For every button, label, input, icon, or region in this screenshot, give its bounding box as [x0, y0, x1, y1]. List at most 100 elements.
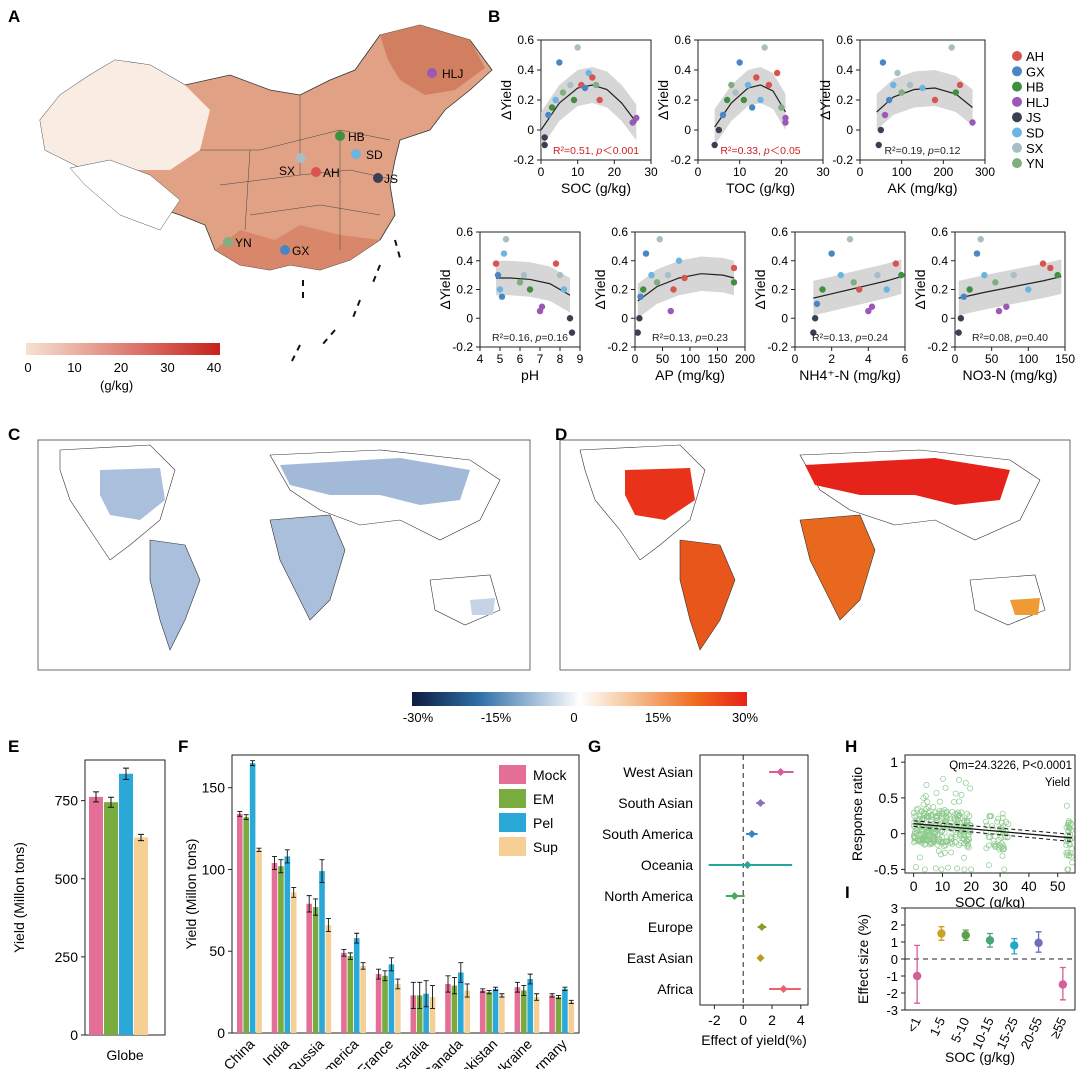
x-tick-label: 10-15 — [969, 1015, 997, 1051]
y-tick-label: 1 — [890, 754, 898, 770]
scatter-point-ah — [596, 96, 603, 104]
error-bar — [347, 952, 353, 960]
scatter-point-js — [877, 126, 885, 134]
scatter-point-sx — [977, 235, 984, 243]
error-bar — [410, 981, 416, 1009]
response-point — [992, 842, 999, 849]
y-axis-label: Yield (Millon tons) — [183, 839, 199, 950]
legend-label-yn: YN — [1026, 156, 1044, 171]
response-point — [934, 813, 941, 820]
x-tick-label: 0 — [739, 1012, 747, 1028]
error-bar — [237, 810, 243, 817]
scatter-point-ah — [492, 260, 500, 267]
scatter-point-ah — [681, 274, 688, 282]
response-point — [992, 833, 999, 840]
effect-point — [1058, 980, 1068, 989]
stat-p: p — [927, 145, 934, 157]
error-bar — [306, 895, 312, 913]
stat-p: p — [595, 145, 602, 157]
x-tick-label: 4 — [797, 1012, 805, 1028]
response-point — [911, 834, 918, 840]
scatter-point-hb — [640, 286, 647, 293]
y-tick-label: 0.5 — [879, 790, 899, 806]
x-axis-label: pH — [521, 367, 539, 383]
y-tick-label: 0.2 — [611, 283, 628, 297]
y-tick-label: 0.6 — [456, 225, 473, 239]
scatter-point-ah — [589, 74, 596, 81]
y-tick-label: 0.6 — [611, 225, 628, 239]
scatter-point-sx — [574, 44, 581, 51]
error-bar — [464, 983, 470, 998]
province-point-yn — [223, 237, 233, 247]
response-point — [955, 812, 962, 819]
effect-point — [730, 892, 739, 900]
row-label: Europe — [648, 919, 693, 935]
x-tick-label: 1-5 — [927, 1015, 949, 1038]
x-tick-label: 2 — [828, 352, 835, 366]
response-point — [954, 865, 961, 872]
y-axis-label: ΔYield — [437, 270, 453, 310]
error-bar — [313, 898, 319, 916]
bar-pel — [388, 964, 395, 1033]
y-tick-label: 0.2 — [771, 283, 788, 297]
y-tick-label: 250 — [55, 949, 79, 965]
scatter-point-hlj — [667, 307, 674, 315]
bar-mock — [89, 796, 103, 1035]
stat-p: p — [535, 332, 542, 344]
x-tick-label: 15-25 — [993, 1015, 1021, 1051]
x-tick-label: 20-55 — [1018, 1015, 1046, 1051]
response-point — [985, 842, 992, 849]
response-point — [913, 812, 920, 819]
legend-marker-yn — [1012, 158, 1022, 169]
x-tick-label: 30 — [816, 165, 830, 179]
scatter-point-js — [636, 315, 643, 322]
legend-label-ah: AH — [1026, 49, 1044, 64]
response-point — [952, 810, 959, 817]
stat-p-value: =0.24 — [861, 332, 888, 344]
error-bar — [423, 980, 429, 1008]
scatter-point-ah — [931, 96, 939, 104]
panel-label-b: B — [488, 7, 500, 26]
response-point — [1001, 845, 1008, 852]
stat-r2: R²=0.13, — [812, 332, 855, 344]
response-point — [954, 820, 961, 827]
error-bar — [486, 990, 492, 995]
confidence-band — [637, 256, 734, 319]
response-point — [948, 839, 955, 846]
scatter-point-sd — [919, 84, 926, 92]
error-bar — [451, 976, 457, 995]
map-c-south-america — [149, 539, 201, 651]
bar-em — [555, 997, 562, 1033]
stat-annotation: Qm=24.3226, P<0.0001 — [949, 760, 1072, 772]
scatter-point-ah — [670, 286, 677, 293]
bar-sup — [568, 1001, 575, 1033]
y-axis-label: ΔYield — [655, 80, 671, 120]
response-point — [999, 852, 1006, 859]
response-point — [938, 866, 945, 873]
response-point — [985, 834, 992, 840]
fit-curve — [637, 273, 735, 302]
y-tick-label: -0.5 — [874, 861, 898, 877]
response-point — [1068, 845, 1075, 852]
error-bar — [527, 973, 533, 985]
bar-pel — [249, 763, 256, 1033]
response-point — [956, 842, 962, 849]
scatter-point-js — [957, 315, 965, 322]
scatter-point-sd — [837, 271, 845, 279]
scatter-point-ah — [892, 260, 900, 267]
response-point — [916, 838, 923, 845]
y-tick-label: 0.2 — [517, 93, 534, 107]
bar-em — [416, 995, 423, 1033]
stat-r2: R²=0.08, — [972, 332, 1015, 344]
fit-curve — [714, 84, 787, 128]
scatter-point-sx — [761, 44, 768, 51]
scatter-point-gx — [498, 293, 506, 300]
confidence-band — [876, 70, 973, 130]
legend-marker-ah — [1012, 51, 1022, 61]
scatter-point-sd — [675, 257, 683, 264]
response-point — [991, 841, 998, 848]
response-point — [935, 848, 942, 855]
legend-marker-sd — [1012, 127, 1022, 138]
y-tick-label: 0 — [684, 123, 691, 137]
